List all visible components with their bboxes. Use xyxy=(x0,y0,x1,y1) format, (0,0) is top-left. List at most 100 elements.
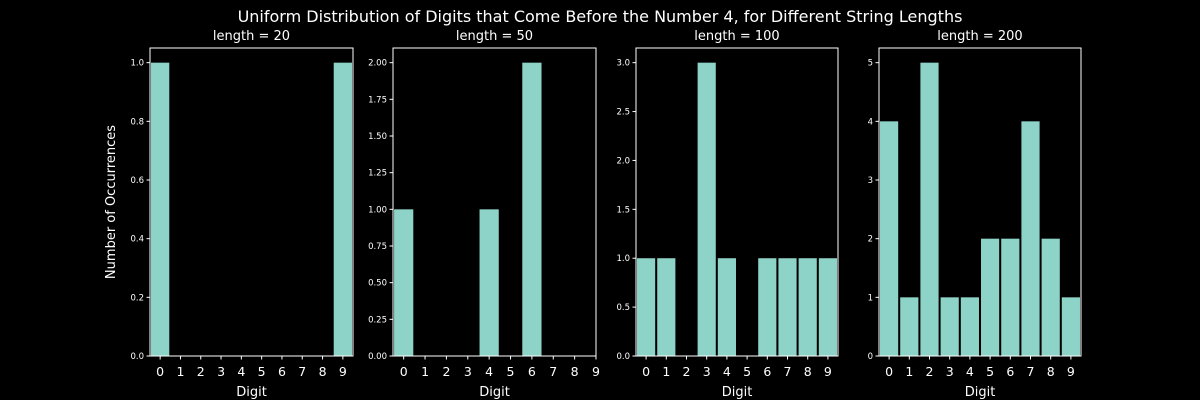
y-tick-label: 1 xyxy=(868,293,873,303)
bar-digit-3 xyxy=(940,297,959,356)
x-tick-label: 4 xyxy=(723,364,731,379)
axes-frame xyxy=(635,47,839,357)
y-tick-label: 0.8 xyxy=(130,117,144,127)
x-tick-label: 5 xyxy=(258,364,266,379)
bar-digit-0 xyxy=(151,62,170,357)
x-tick-label: 7 xyxy=(784,364,792,379)
y-tick-label: 1.5 xyxy=(616,205,630,215)
x-tick-label: 8 xyxy=(1047,364,1055,379)
panel-title: length = 100 xyxy=(694,29,779,44)
x-tick-label: 2 xyxy=(442,364,450,379)
x-tick-label: 9 xyxy=(339,364,347,379)
panel-title: length = 20 xyxy=(213,29,290,44)
bar-digit-7 xyxy=(1021,121,1040,356)
bar-digit-9 xyxy=(1061,297,1080,356)
x-tick-label: 1 xyxy=(421,364,429,379)
chart-panel-length-100: length = 100 0.0 0.5 1.0 1.5 2.0 2.5 3.0 0 1 2 3 4 5 6… xyxy=(616,29,839,400)
x-tick-label: 8 xyxy=(571,364,579,379)
y-tick-label: 4 xyxy=(868,117,873,127)
x-axis-label: Digit xyxy=(722,385,753,400)
x-tick-label: 3 xyxy=(217,364,225,379)
x-tick-label: 0 xyxy=(400,364,408,379)
x-tick-label: 3 xyxy=(946,364,954,379)
bar-digit-7 xyxy=(778,258,797,356)
y-tick-label: 0.50 xyxy=(368,279,387,289)
chart-panel-length-50: length = 50 0.00 0.25 0.50 0.75 1.00 1.25 1.50 1… xyxy=(368,29,600,400)
bar-digit-4 xyxy=(717,258,736,356)
x-axis-label: Digit xyxy=(965,385,996,400)
x-tick-label: 1 xyxy=(176,364,184,379)
y-tick-label: 1.0 xyxy=(130,59,144,69)
chart-panel-length-20: length = 20 0.0 0.2 0.4 0.6 0.8 1.0 0 1 2 3 4 5 6 7 8 9 D… xyxy=(130,29,354,400)
bar-digit-2 xyxy=(920,62,939,357)
x-tick-label: 6 xyxy=(528,364,536,379)
x-tick-label: 1 xyxy=(662,364,670,379)
x-tick-label: 4 xyxy=(237,364,245,379)
bar-digit-0 xyxy=(880,121,899,356)
bar-digit-4 xyxy=(479,209,499,356)
x-tick-label: 2 xyxy=(926,364,934,379)
y-tick-label: 2.5 xyxy=(616,108,630,118)
axes-frame xyxy=(149,47,354,357)
figure-title: Uniform Distribution of Digits that Come… xyxy=(238,7,963,26)
x-tick-label: 9 xyxy=(1067,364,1075,379)
y-tick-label: 3.0 xyxy=(616,59,630,69)
y-tick-label: 0.4 xyxy=(130,235,144,245)
x-tick-label: 0 xyxy=(156,364,164,379)
y-tick-label: 0.0 xyxy=(616,352,630,362)
y-tick-label: 3 xyxy=(868,176,873,186)
bar-digit-8 xyxy=(1041,238,1060,356)
bar-digit-0 xyxy=(637,258,656,356)
panel-title: length = 50 xyxy=(456,29,533,44)
x-tick-label: 0 xyxy=(642,364,650,379)
y-tick-label: 5 xyxy=(868,59,873,69)
x-tick-label: 6 xyxy=(1006,364,1014,379)
x-axis-label: Digit xyxy=(479,385,510,400)
x-tick-label: 4 xyxy=(485,364,493,379)
y-tick-label: 0.25 xyxy=(368,315,387,325)
x-tick-label: 2 xyxy=(683,364,691,379)
y-tick-label: 1.00 xyxy=(368,205,387,215)
y-tick-label: 1.25 xyxy=(368,169,387,179)
bar-digit-6 xyxy=(1001,238,1020,356)
bar-digit-5 xyxy=(981,238,1000,356)
y-tick-label: 2 xyxy=(868,235,873,245)
bar-digit-8 xyxy=(798,258,817,356)
bar-digit-6 xyxy=(522,62,542,357)
y-tick-label: 0.75 xyxy=(368,242,387,252)
x-tick-label: 3 xyxy=(703,364,711,379)
bar-digit-1 xyxy=(900,297,919,356)
x-tick-label: 4 xyxy=(966,364,974,379)
x-tick-label: 8 xyxy=(804,364,812,379)
bar-digit-3 xyxy=(697,62,716,357)
axes-frame xyxy=(878,47,1082,357)
x-tick-label: 0 xyxy=(885,364,893,379)
y-tick-label: 0.2 xyxy=(130,293,144,303)
bar-digit-9 xyxy=(333,62,352,357)
y-tick-label: 1.0 xyxy=(616,254,630,264)
bar-digit-9 xyxy=(818,258,837,356)
y-tick-label: 0.00 xyxy=(368,352,387,362)
bar-digit-6 xyxy=(758,258,777,356)
x-tick-label: 7 xyxy=(298,364,306,379)
x-axis-label: Digit xyxy=(236,385,267,400)
bar-digit-1 xyxy=(657,258,676,356)
x-tick-label: 1 xyxy=(905,364,913,379)
bar-digit-4 xyxy=(960,297,979,356)
x-tick-label: 3 xyxy=(464,364,472,379)
x-tick-label: 6 xyxy=(278,364,286,379)
x-tick-label: 8 xyxy=(319,364,327,379)
x-tick-label: 5 xyxy=(743,364,751,379)
y-axis-label: Number of Occurrences xyxy=(104,125,119,279)
y-tick-label: 2.00 xyxy=(368,59,387,69)
y-tick-label: 0.0 xyxy=(130,352,144,362)
x-tick-label: 7 xyxy=(549,364,557,379)
x-tick-label: 7 xyxy=(1027,364,1035,379)
x-tick-label: 6 xyxy=(763,364,771,379)
x-tick-label: 2 xyxy=(197,364,205,379)
x-tick-label: 9 xyxy=(592,364,600,379)
panel-title: length = 200 xyxy=(937,29,1022,44)
y-tick-label: 0 xyxy=(868,352,873,362)
